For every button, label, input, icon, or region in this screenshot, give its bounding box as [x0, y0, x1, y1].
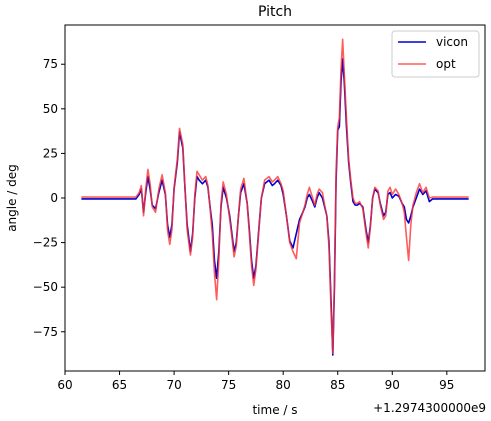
x-tick-label: 65	[112, 378, 127, 392]
y-tick-label: −25	[33, 236, 58, 250]
series-line-opt	[81, 38, 469, 354]
x-axis: 60 65 70 75 80 85 90 95	[57, 371, 454, 392]
y-tick-label: 50	[43, 102, 58, 116]
legend-label-vicon: vicon	[436, 35, 468, 49]
x-tick-label: 80	[276, 378, 291, 392]
x-tick-label: 60	[57, 378, 72, 392]
y-axis: −75 −50 −25 0 25 50 75	[33, 57, 65, 339]
y-tick-label: 25	[43, 146, 58, 160]
y-tick-label: 0	[50, 191, 58, 205]
x-tick-label: 70	[166, 378, 181, 392]
chart-title: Pitch	[258, 4, 292, 20]
x-axis-label: time / s	[252, 403, 297, 417]
legend-label-opt: opt	[436, 57, 456, 71]
x-tick-label: 95	[439, 378, 454, 392]
y-tick-label: 75	[43, 57, 58, 71]
x-tick-label: 85	[330, 378, 345, 392]
legend: vicon opt	[391, 30, 480, 78]
y-tick-label: −75	[33, 325, 58, 339]
series-layer	[81, 38, 469, 356]
x-offset-label: +1.2974300000e9	[373, 401, 486, 415]
y-axis-label: angle / deg	[5, 164, 19, 232]
x-tick-label: 75	[221, 378, 236, 392]
y-tick-label: −50	[33, 280, 58, 294]
x-tick-label: 90	[385, 378, 400, 392]
